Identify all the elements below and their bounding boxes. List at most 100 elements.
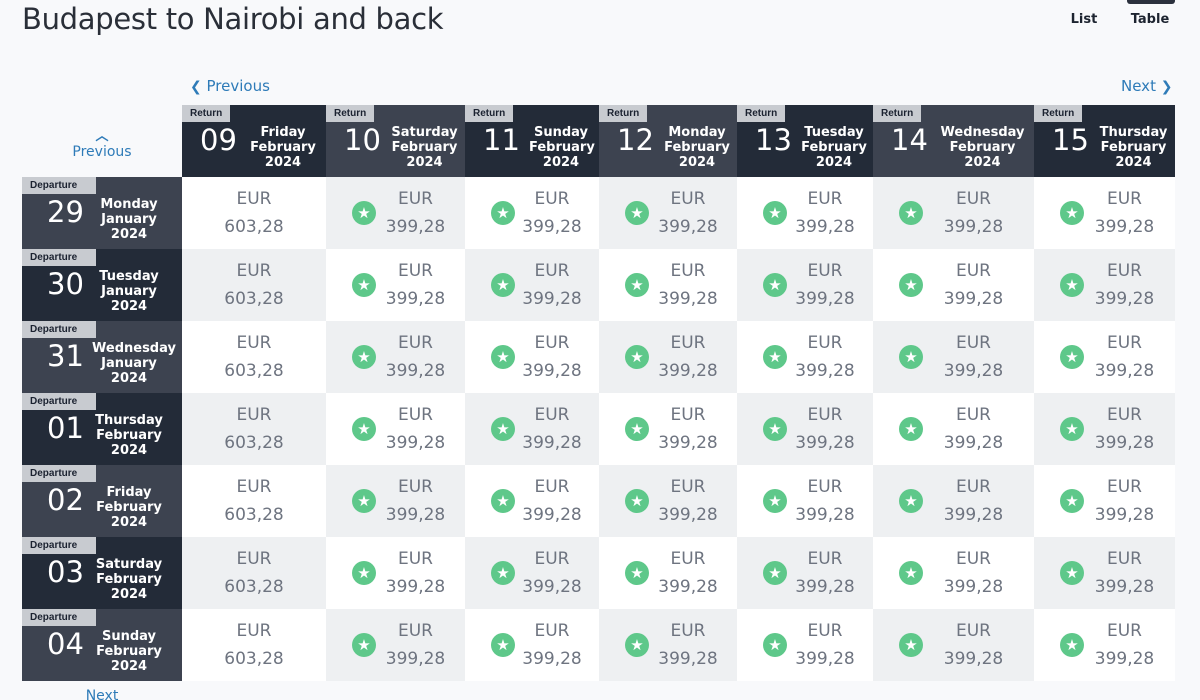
- price-cell[interactable]: ★ EUR 399,28: [1034, 393, 1175, 465]
- list-view-button[interactable]: List: [1070, 12, 1098, 27]
- price-cell[interactable]: ★ EUR 399,28: [465, 321, 599, 393]
- departure-date-header[interactable]: Departure 01 Thursday February 2024: [22, 393, 182, 465]
- price-cell[interactable]: EUR 603,28: [182, 249, 326, 321]
- price-cell[interactable]: ★ EUR 399,28: [737, 321, 873, 393]
- star-icon: ★: [491, 561, 515, 585]
- price-cell[interactable]: ★ EUR 399,28: [873, 177, 1034, 249]
- price-cell[interactable]: ★ EUR 399,28: [465, 249, 599, 321]
- return-date-header[interactable]: Return 13 Tuesday February 2024: [737, 105, 873, 177]
- price-cell[interactable]: ★ EUR 399,28: [873, 609, 1034, 681]
- next-departure-label: Next: [85, 688, 119, 700]
- star-icon: ★: [625, 633, 649, 657]
- return-month: February: [1100, 140, 1167, 155]
- price-cell[interactable]: ★ EUR 399,28: [326, 537, 465, 609]
- price-cell[interactable]: ★ EUR 399,28: [873, 465, 1034, 537]
- price-value: EUR 399,28: [376, 401, 455, 457]
- price-cell[interactable]: ★ EUR 399,28: [1034, 177, 1175, 249]
- price-cell[interactable]: EUR 603,28: [182, 321, 326, 393]
- price-cell[interactable]: EUR 603,28: [182, 177, 326, 249]
- price-cell[interactable]: ★ EUR 399,28: [737, 249, 873, 321]
- price-value: EUR 399,28: [649, 257, 727, 313]
- return-date-header[interactable]: Return 10 Saturday February 2024: [326, 105, 465, 177]
- price-cell[interactable]: ★ EUR 399,28: [737, 609, 873, 681]
- return-date-header[interactable]: Return 12 Monday February 2024: [599, 105, 737, 177]
- price-cell[interactable]: ★ EUR 399,28: [465, 393, 599, 465]
- star-icon: ★: [763, 561, 787, 585]
- price-cell[interactable]: ★ EUR 399,28: [1034, 537, 1175, 609]
- price-cell[interactable]: ★ EUR 399,28: [873, 393, 1034, 465]
- departure-day-number: 31: [47, 339, 84, 373]
- departure-date-text: Friday February 2024: [92, 485, 166, 530]
- previous-return-dates-link[interactable]: ❮ Previous: [190, 77, 270, 95]
- price-value: EUR 399,28: [787, 401, 863, 457]
- price-cell[interactable]: ★ EUR 399,28: [465, 609, 599, 681]
- price-currency: EUR: [956, 189, 991, 209]
- departure-date-header[interactable]: Departure 04 Sunday February 2024: [22, 609, 182, 681]
- price-value: EUR 603,28: [182, 617, 326, 673]
- return-year: 2024: [406, 155, 443, 170]
- price-cell[interactable]: ★ EUR 399,28: [1034, 321, 1175, 393]
- price-currency: EUR: [807, 189, 843, 209]
- departure-date-header[interactable]: Departure 02 Friday February 2024: [22, 465, 182, 537]
- price-cell[interactable]: ★ EUR 399,28: [873, 321, 1034, 393]
- price-amount: 399,28: [943, 649, 1004, 669]
- price-cell[interactable]: ★ EUR 399,28: [1034, 465, 1175, 537]
- price-amount: 603,28: [224, 361, 284, 381]
- price-cell[interactable]: EUR 603,28: [182, 393, 326, 465]
- return-date-text: Sunday February 2024: [529, 125, 595, 170]
- return-date-header[interactable]: Return 09 Friday February 2024: [182, 105, 326, 177]
- return-day-number: 15: [1052, 123, 1089, 157]
- departure-year: 2024: [110, 587, 148, 602]
- price-cell[interactable]: ★ EUR 399,28: [1034, 249, 1175, 321]
- price-cell[interactable]: ★ EUR 399,28: [326, 393, 465, 465]
- price-cell[interactable]: ★ EUR 399,28: [326, 321, 465, 393]
- star-icon: ★: [352, 417, 376, 441]
- departure-date-header[interactable]: Departure 30 Tuesday January 2024: [22, 249, 182, 321]
- next-departure-dates-link[interactable]: Next: [22, 688, 182, 700]
- price-value: EUR 399,28: [923, 257, 1024, 313]
- next-return-dates-link[interactable]: Next ❯: [1121, 77, 1172, 95]
- previous-departure-dates-link[interactable]: ︿ Previous: [22, 130, 182, 161]
- departure-date-header[interactable]: Departure 03 Saturday February 2024: [22, 537, 182, 609]
- departure-date-header[interactable]: Departure 29 Monday January 2024: [22, 177, 182, 249]
- price-cell[interactable]: ★ EUR 399,28: [599, 393, 737, 465]
- price-cell[interactable]: ★ EUR 399,28: [599, 249, 737, 321]
- price-cell[interactable]: ★ EUR 399,28: [737, 177, 873, 249]
- price-cell[interactable]: ★ EUR 399,28: [465, 537, 599, 609]
- price-cell[interactable]: ★ EUR 399,28: [465, 177, 599, 249]
- price-cell[interactable]: ★ EUR 399,28: [737, 393, 873, 465]
- price-amount: 399,28: [658, 433, 718, 453]
- price-cell[interactable]: EUR 603,28: [182, 465, 326, 537]
- departure-date-header[interactable]: Departure 31 Wednesday January 2024: [22, 321, 182, 393]
- departure-weekday: Saturday: [95, 557, 163, 572]
- price-cell[interactable]: ★ EUR 399,28: [599, 465, 737, 537]
- price-currency: EUR: [398, 405, 433, 425]
- price-cell[interactable]: ★ EUR 399,28: [737, 537, 873, 609]
- return-date-header[interactable]: Return 14 Wednesday February 2024: [873, 105, 1034, 177]
- price-currency: EUR: [1107, 621, 1142, 641]
- price-value: EUR 399,28: [649, 401, 727, 457]
- price-amount: 399,28: [795, 577, 855, 597]
- price-cell[interactable]: ★ EUR 399,28: [326, 177, 465, 249]
- price-cell[interactable]: ★ EUR 399,28: [599, 321, 737, 393]
- table-view-button[interactable]: Table: [1120, 0, 1180, 32]
- price-amount: 603,28: [224, 433, 284, 453]
- star-icon: ★: [763, 345, 787, 369]
- page-title: Budapest to Nairobi and back: [22, 2, 444, 36]
- price-cell[interactable]: ★ EUR 399,28: [873, 249, 1034, 321]
- price-cell[interactable]: ★ EUR 399,28: [326, 249, 465, 321]
- price-cell[interactable]: ★ EUR 399,28: [1034, 609, 1175, 681]
- price-cell[interactable]: ★ EUR 399,28: [599, 537, 737, 609]
- price-cell[interactable]: EUR 603,28: [182, 609, 326, 681]
- price-cell[interactable]: ★ EUR 399,28: [873, 537, 1034, 609]
- price-cell[interactable]: ★ EUR 399,28: [599, 177, 737, 249]
- price-cell[interactable]: ★ EUR 399,28: [737, 465, 873, 537]
- return-date-header[interactable]: Return 15 Thursday February 2024: [1034, 105, 1175, 177]
- price-cell[interactable]: ★ EUR 399,28: [326, 609, 465, 681]
- return-date-header[interactable]: Return 11 Sunday February 2024: [465, 105, 599, 177]
- price-cell[interactable]: ★ EUR 399,28: [465, 465, 599, 537]
- price-cell[interactable]: EUR 603,28: [182, 537, 326, 609]
- star-icon: ★: [1060, 633, 1084, 657]
- price-cell[interactable]: ★ EUR 399,28: [599, 609, 737, 681]
- price-cell[interactable]: ★ EUR 399,28: [326, 465, 465, 537]
